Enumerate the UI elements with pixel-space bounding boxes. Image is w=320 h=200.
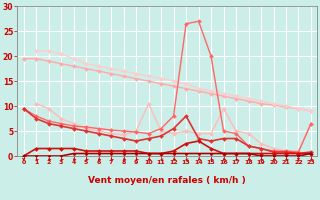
X-axis label: Vent moyen/en rafales ( km/h ): Vent moyen/en rafales ( km/h ) <box>88 176 246 185</box>
